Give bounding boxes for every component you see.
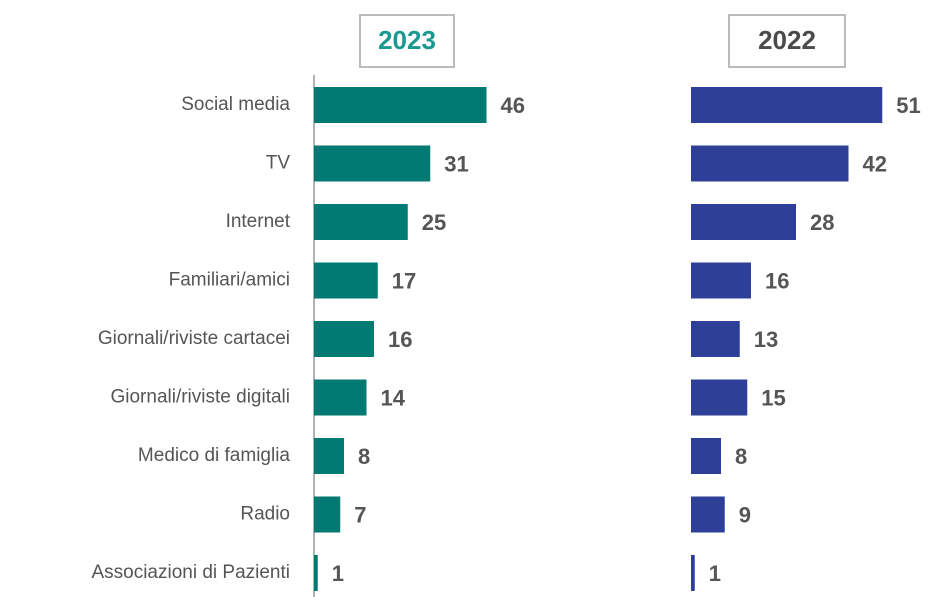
bar	[691, 204, 796, 240]
bar	[314, 145, 431, 182]
category-label: Social media	[181, 94, 290, 115]
category-label: Familiari/amici	[169, 270, 290, 291]
bar	[691, 496, 725, 533]
value-label: 42	[863, 151, 887, 176]
bar	[314, 204, 408, 240]
series-header: 2023	[378, 25, 436, 55]
category-label: Internet	[226, 211, 291, 232]
header-box	[359, 14, 455, 68]
category-label: TV	[266, 153, 291, 174]
series-header: 2022	[758, 25, 816, 55]
bar	[314, 438, 344, 474]
category-label: Medico di famiglia	[138, 445, 290, 466]
value-label: 13	[754, 327, 778, 352]
category-label: Giornali/riviste cartacei	[98, 328, 290, 349]
bar	[691, 379, 748, 416]
value-label: 1	[709, 561, 721, 586]
category-label: Radio	[240, 504, 290, 525]
value-label: 31	[444, 151, 468, 176]
value-label: 16	[765, 268, 789, 293]
bar	[314, 321, 374, 357]
value-label: 14	[381, 385, 406, 410]
value-label: 25	[422, 210, 446, 235]
bar	[691, 262, 751, 299]
value-label: 16	[388, 327, 412, 352]
value-label: 15	[761, 385, 785, 410]
value-label: 46	[501, 93, 525, 118]
value-label: 9	[739, 502, 751, 527]
category-label: Associazioni di Pazienti	[91, 562, 290, 583]
value-label: 1	[332, 561, 344, 586]
bar	[314, 555, 318, 591]
bar	[314, 496, 341, 533]
bar	[691, 145, 849, 182]
bar	[314, 262, 378, 299]
value-label: 8	[358, 444, 370, 469]
category-label: Giornali/riviste digitali	[110, 387, 290, 408]
bar	[314, 379, 367, 416]
bar	[691, 555, 695, 591]
bar	[691, 87, 883, 123]
bar	[691, 321, 740, 357]
header-box	[728, 14, 846, 68]
value-label: 8	[735, 444, 747, 469]
value-label: 7	[354, 502, 366, 527]
value-label: 28	[810, 210, 834, 235]
value-label: 51	[896, 93, 920, 118]
bar	[691, 438, 721, 474]
value-label: 17	[392, 268, 416, 293]
bar	[314, 87, 487, 123]
